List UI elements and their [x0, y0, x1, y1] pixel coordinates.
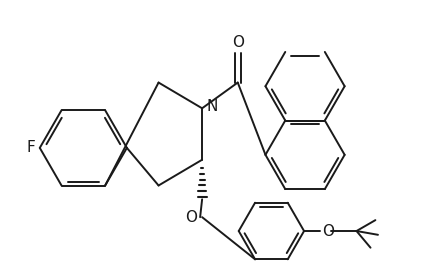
- Text: O: O: [322, 224, 334, 239]
- Text: N: N: [206, 99, 217, 114]
- Text: O: O: [185, 210, 197, 225]
- Text: F: F: [26, 140, 35, 155]
- Text: O: O: [232, 35, 244, 50]
